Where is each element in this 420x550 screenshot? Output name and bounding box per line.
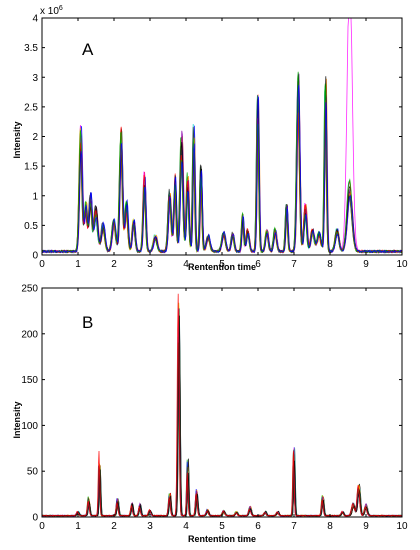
x-tick-label: 6 xyxy=(255,259,261,270)
chromatogram-trace xyxy=(42,308,402,517)
x-tick-label: 0 xyxy=(39,259,45,270)
chromatogram-trace xyxy=(42,293,402,517)
y-tick-label: 100 xyxy=(21,421,38,432)
chromatogram-trace xyxy=(42,342,402,517)
x-tick-label: 7 xyxy=(291,521,297,532)
x-tick-label: 5 xyxy=(219,521,225,532)
y-tick-label: 0 xyxy=(32,251,38,262)
y-tick-label: 200 xyxy=(21,329,38,340)
chromatogram-trace xyxy=(42,73,402,254)
y-tick-label: 3 xyxy=(32,73,38,84)
chromatogram-trace xyxy=(42,107,402,254)
x-tick-label: 4 xyxy=(183,259,189,270)
x-tick-label: 3 xyxy=(147,521,153,532)
x-tick-label: 10 xyxy=(396,521,408,532)
x-tick-label: 7 xyxy=(291,259,297,270)
panel-b-traces xyxy=(42,293,402,517)
y-tick-label: 250 xyxy=(21,284,38,295)
x-tick-label: 4 xyxy=(183,521,189,532)
x-tick-label: 8 xyxy=(327,259,333,270)
chromatogram-trace xyxy=(42,73,402,254)
chromatogram-trace xyxy=(42,84,402,254)
y-tick-label: 2 xyxy=(32,132,38,143)
y-tick-label: 2.5 xyxy=(24,102,38,113)
x-tick-label: 0 xyxy=(39,521,45,532)
chromatogram-trace xyxy=(42,85,402,254)
panel-a-exponent-power: 6 xyxy=(59,5,63,12)
chromatogram-trace xyxy=(42,302,402,517)
panel-a-exponent: x 106 xyxy=(40,5,63,17)
chromatogram-trace xyxy=(42,308,402,517)
y-tick-label: 150 xyxy=(21,375,38,386)
chromatogram-trace xyxy=(42,321,402,517)
x-tick-label: 6 xyxy=(255,521,261,532)
chromatogram-trace xyxy=(42,99,402,254)
panel-a-ticks: 0 1 2 3 4 5 6 7 8 9 10 0 0.5 1 1.5 2 2.5 3 3.5 4 xyxy=(24,14,408,271)
chromatogram-trace xyxy=(42,348,402,517)
y-tick-label: 0 xyxy=(32,513,38,524)
y-tick-label: 4 xyxy=(32,14,38,25)
panel-a-exponent-base: x 10 xyxy=(40,6,59,17)
chromatogram-trace xyxy=(42,104,402,254)
y-tick-label: 1 xyxy=(32,191,38,202)
x-tick-label: 2 xyxy=(111,521,117,532)
panel-b-x-axis-title: Rentention time xyxy=(188,534,256,544)
x-tick-label: 5 xyxy=(219,259,225,270)
y-tick-label: 0.5 xyxy=(24,221,38,232)
x-tick-label: 8 xyxy=(327,521,333,532)
panel-b-letter: B xyxy=(82,313,93,332)
panel-a-traces xyxy=(42,18,402,254)
panel-a-y-axis-title: Intensity xyxy=(12,121,22,158)
y-tick-label: 50 xyxy=(27,467,39,478)
x-tick-label: 1 xyxy=(75,521,81,532)
chromatogram-trace xyxy=(42,337,402,517)
x-tick-label: 9 xyxy=(363,521,369,532)
chromatogram-trace xyxy=(42,75,402,254)
chromatogram-trace xyxy=(42,308,402,517)
x-tick-label: 1 xyxy=(75,259,81,270)
x-tick-label: 10 xyxy=(396,259,408,270)
panel-b-axes-frame xyxy=(41,287,403,518)
chromatogram-trace xyxy=(42,84,402,254)
panel-b-y-axis-title: Intensity xyxy=(12,401,22,438)
chromatogram-trace xyxy=(42,100,402,254)
y-tick-label: 1.5 xyxy=(24,162,38,173)
panel-a-x-axis-title: Rentention time xyxy=(188,262,256,272)
x-tick-label: 3 xyxy=(147,259,153,270)
chromatogram-trace xyxy=(42,71,402,254)
chromatogram-trace xyxy=(42,78,402,254)
chromatogram-trace xyxy=(42,327,402,517)
chromatogram-trace xyxy=(42,315,402,517)
y-tick-label: 3.5 xyxy=(24,43,38,54)
x-tick-label: 2 xyxy=(111,259,117,270)
chromatogram-trace xyxy=(42,336,402,517)
chromatogram-trace xyxy=(42,87,402,254)
panel-a-letter: A xyxy=(82,40,94,59)
x-tick-label: 9 xyxy=(363,259,369,270)
